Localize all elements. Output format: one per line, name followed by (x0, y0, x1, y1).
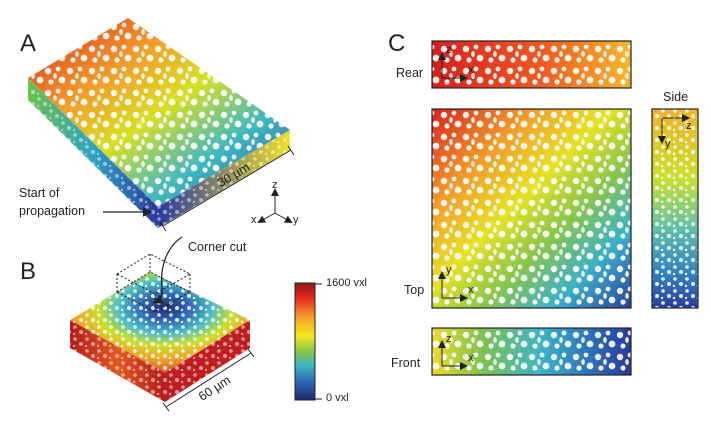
front-axis2-label: x (468, 352, 474, 364)
panel-b-cube (70, 272, 250, 402)
rear-axes (438, 52, 468, 82)
colorbar (294, 282, 322, 401)
triad-y-label: y (293, 214, 299, 226)
panel-c-letter: C (388, 30, 406, 57)
rear-axis2-label: x (468, 64, 474, 76)
triad-x-label: x (251, 214, 257, 226)
top-view-title: Top (404, 283, 425, 297)
side-axis2-label: y (665, 138, 671, 150)
rear-view (431, 40, 632, 89)
triad-z-label: z (272, 179, 278, 191)
front-axis1-label: z (446, 333, 452, 345)
colorbar-max-label: 1600 vxl (326, 277, 367, 289)
corner-cut-arrow (152, 236, 183, 304)
side-axis1-label: z (686, 120, 692, 132)
top-axes (438, 271, 468, 302)
top-axis2-label: x (468, 284, 474, 296)
panel-b-letter: B (20, 258, 37, 285)
panel-a-cube (28, 18, 290, 228)
dimension-line-30um (159, 145, 295, 232)
start-propagation-line2: propagation (19, 204, 86, 218)
front-view-title: Front (391, 356, 421, 370)
dimension-line-60um (162, 348, 255, 412)
rear-axis1-label: z (446, 44, 452, 56)
corner-cut-label: Corner cut (188, 240, 247, 254)
axes-triad (257, 188, 293, 223)
top-view (431, 108, 632, 309)
rear-view-title: Rear (396, 66, 424, 80)
side-view (651, 108, 699, 309)
front-axes (438, 340, 468, 370)
side-view-title: Side (663, 90, 689, 104)
top-axis1-label: y (446, 264, 452, 276)
side-axes (658, 114, 690, 144)
start-propagation-line1: Start of (19, 186, 60, 200)
panel-a-letter: A (20, 30, 37, 57)
front-view (431, 327, 632, 376)
colorbar-min-label: 0 vxl (326, 392, 349, 404)
